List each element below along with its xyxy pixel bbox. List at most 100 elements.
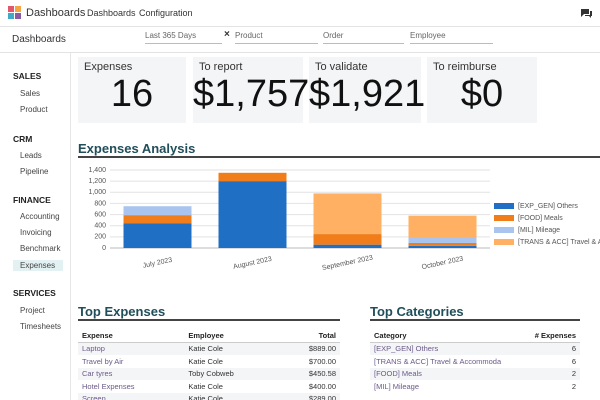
table-cell: $700.00 xyxy=(308,356,336,366)
table-cell: $289.00 xyxy=(278,392,340,400)
table-row[interactable]: [TRANS & ACC] Travel & Accommoda 6 xyxy=(370,355,580,368)
bar-segment xyxy=(408,245,477,248)
placeholder: Product xyxy=(235,31,263,40)
section-rule xyxy=(370,319,580,321)
y-tick-label: 0 xyxy=(102,245,106,252)
section-rule xyxy=(78,319,340,321)
bar-segment xyxy=(313,244,382,248)
bar-segment xyxy=(123,215,192,224)
kpi-value: $1,757 xyxy=(193,73,310,115)
sidebar-item[interactable]: Project xyxy=(20,306,45,315)
table-cell: Katie Cole xyxy=(184,342,279,355)
table-cell: 2 xyxy=(571,381,576,391)
section-rule xyxy=(78,156,600,158)
table-cell: $889.00 xyxy=(278,342,340,355)
table-row[interactable]: Laptop Katie Cole $889.00 xyxy=(78,342,340,355)
bar-segment xyxy=(313,193,382,235)
y-tick-label: 200 xyxy=(94,234,106,241)
kpi-card[interactable]: Expenses 16 xyxy=(78,57,186,123)
legend-swatch xyxy=(494,203,514,209)
sidebar-section: FINANCE xyxy=(13,195,51,205)
column-header: # Expenses xyxy=(523,329,580,343)
bar-segment xyxy=(313,234,382,245)
kpi-card[interactable]: To report $1,757 xyxy=(193,57,310,123)
bar-segment xyxy=(218,172,287,182)
chat-icon[interactable] xyxy=(580,8,592,18)
table-row[interactable]: [FOOD] Meals 2 xyxy=(370,367,580,380)
section-title: Expenses Analysis xyxy=(78,141,196,156)
table-cell: [TRANS & ACC] Travel & Accommoda xyxy=(374,356,502,366)
x-tick-label: September 2023 xyxy=(322,255,374,273)
menu-item[interactable]: Configuration xyxy=(139,8,193,18)
sidebar-item[interactable]: Expenses xyxy=(13,260,63,271)
sidebar-item[interactable]: Pipeline xyxy=(20,167,49,176)
table-row[interactable]: Screen Katie Cole $289.00 xyxy=(78,392,340,400)
filter-date[interactable]: Last 365 Days xyxy=(145,31,222,44)
app-name[interactable]: Dashboards xyxy=(26,7,86,19)
table-cell: 6 xyxy=(571,356,576,366)
table-row[interactable]: Travel by Air Katie Cole $700.00 xyxy=(78,355,340,368)
table-cell: Hotel Expenses xyxy=(82,381,135,391)
kpi-card[interactable]: To reimburse $0 xyxy=(427,57,537,123)
section-title: Top Expenses xyxy=(78,304,166,319)
kpi-value: $0 xyxy=(460,73,504,115)
table-cell: 2 xyxy=(523,367,580,380)
filter-input[interactable]: Employee xyxy=(410,31,493,44)
table-cell: [FOOD] Meals xyxy=(370,367,524,380)
column-header: Expense xyxy=(78,329,185,343)
legend-label: [FOOD] Meals xyxy=(518,215,563,222)
column-header: Total xyxy=(278,329,340,343)
legend-swatch xyxy=(494,227,514,233)
kpi-label: To reimburse xyxy=(433,61,497,73)
table-row[interactable]: Car tyres Toby Cobweb $450.58 xyxy=(78,367,340,380)
table-cell: Toby Cobweb xyxy=(184,367,279,380)
table-cell: $450.58 xyxy=(278,367,340,380)
column-header: Employee xyxy=(184,329,279,343)
clear-filter[interactable]: × xyxy=(224,29,230,40)
chart: 0 200 400 600 800 1,000 1,200 1,400 July 2023 Aug… xyxy=(88,167,600,273)
table-cell: $400.00 xyxy=(308,381,336,391)
y-tick-label: 1,200 xyxy=(88,178,106,185)
kpi-label: Expenses xyxy=(84,61,133,73)
sidebar-item[interactable]: Invoicing xyxy=(20,228,52,237)
legend-swatch xyxy=(494,215,514,221)
column-header: Category xyxy=(370,329,524,343)
control-panel: Dashboards Last 365 Days × Product Order… xyxy=(0,27,600,53)
table-row[interactable]: [EXP_GEN] Others 6 xyxy=(370,342,580,355)
kpi-label: To report xyxy=(199,61,243,73)
table-cell: [EXP_GEN] Others xyxy=(370,342,524,355)
kpi-label: To validate xyxy=(315,61,368,73)
table-row[interactable]: [MIL] Mileage 2 xyxy=(370,380,580,393)
table-cell: Katie Cole xyxy=(188,356,223,366)
sidebar: SALES Sales Product CRM Leads Pipeline FINANCE… xyxy=(0,53,71,400)
filter-text: Last 365 Days xyxy=(145,31,197,40)
table-row[interactable]: Hotel Expenses Katie Cole $400.00 xyxy=(78,380,340,393)
table-cell: [MIL] Mileage xyxy=(374,381,420,391)
sidebar-item[interactable]: Sales xyxy=(20,89,41,98)
legend-label: [TRANS & ACC] Travel & A xyxy=(518,239,600,246)
sidebar-item[interactable]: Benchmark xyxy=(20,244,61,253)
table-cell: Car tyres xyxy=(78,367,185,380)
sidebar-section: SERVICES xyxy=(13,288,56,298)
table: Expense Employee Total Laptop Katie Cole $889… xyxy=(78,329,340,400)
kpi-value: 16 xyxy=(110,73,154,115)
x-tick-label: July 2023 xyxy=(142,257,173,270)
table-cell: 6 xyxy=(523,342,580,355)
app-icon xyxy=(8,6,21,19)
sidebar-item[interactable]: Timesheets xyxy=(20,322,62,331)
x-tick-label: August 2023 xyxy=(233,256,273,271)
y-tick-label: 600 xyxy=(94,211,106,218)
sidebar-item[interactable]: Product xyxy=(20,105,48,114)
kpi-card[interactable]: To validate $1,921 xyxy=(309,57,425,123)
table-cell: Travel by Air xyxy=(82,356,124,366)
table-cell: Laptop xyxy=(78,342,185,355)
sidebar-section: SALES xyxy=(13,71,42,81)
filter-input[interactable]: Product xyxy=(235,31,318,44)
sidebar-item[interactable]: Leads xyxy=(20,151,42,160)
sidebar-item[interactable]: Accounting xyxy=(20,212,60,221)
filter-input[interactable]: Order xyxy=(323,31,404,44)
menu-item[interactable]: Dashboards xyxy=(87,8,136,18)
bar-segment xyxy=(408,242,477,246)
legend-label: [EXP_GEN] Others xyxy=(518,203,578,210)
y-tick-label: 1,000 xyxy=(88,189,106,196)
